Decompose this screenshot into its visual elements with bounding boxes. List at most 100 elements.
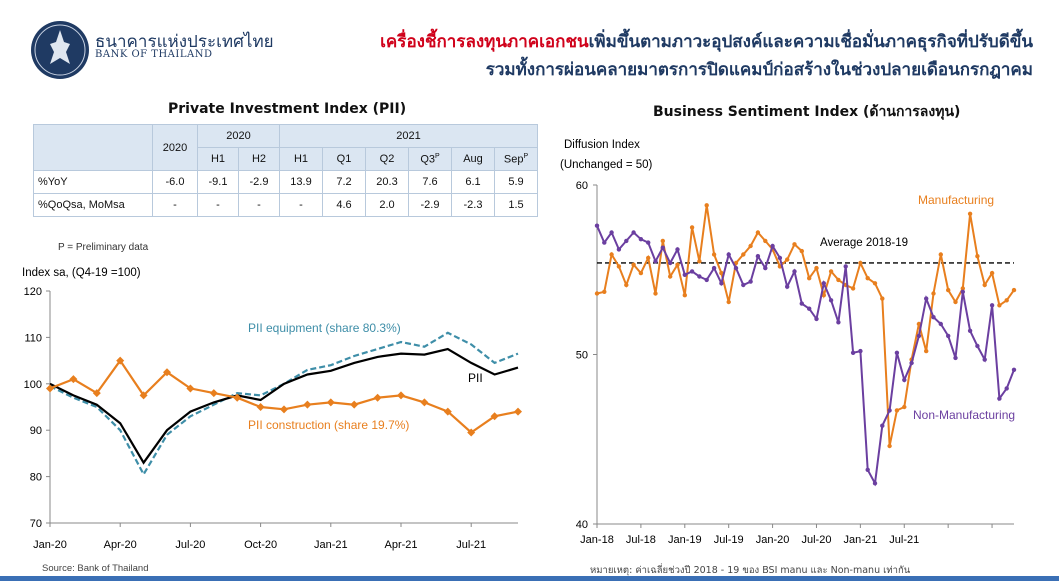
data-point [843, 264, 848, 269]
data-point [748, 279, 753, 284]
data-point [821, 293, 826, 298]
data-point [799, 248, 804, 254]
data-point [668, 260, 673, 266]
col-q3-label: Q3 [420, 153, 435, 166]
data-point [682, 293, 687, 298]
table-cell: - [197, 193, 239, 217]
data-point [989, 270, 995, 276]
data-point [653, 259, 658, 264]
data-point-marker [280, 405, 288, 414]
data-point [982, 282, 987, 288]
table-cell: 6.1 [451, 170, 495, 194]
data-point [872, 281, 878, 286]
prelim-mark-sep: P [523, 152, 529, 160]
data-point [638, 237, 644, 242]
data-point [1011, 287, 1017, 293]
data-point [624, 238, 629, 244]
data-point-marker [163, 368, 171, 377]
data-point [675, 247, 680, 252]
data-point [660, 238, 665, 244]
series-line-1 [596, 225, 1015, 487]
data-point [631, 262, 636, 267]
header-year-2020-full: 2020 [152, 124, 198, 171]
data-point [960, 286, 965, 291]
data-point [1004, 386, 1009, 391]
data-point [858, 260, 863, 266]
data-point-marker [397, 391, 405, 400]
data-point [997, 396, 1002, 401]
data-point-marker [490, 412, 499, 421]
table-cell: - [152, 193, 198, 217]
data-point [836, 277, 841, 283]
data-point [938, 252, 943, 257]
headline-line-2: รวมทั้งการผ่อนคลายมาตรการปิดแคมป์ก่อสร้า… [485, 60, 1033, 80]
data-point [953, 299, 958, 305]
col-q3-2021: Q3P [408, 147, 452, 171]
series-line-0 [596, 205, 1015, 447]
data-point [602, 240, 607, 245]
data-point [777, 255, 783, 261]
col-h2-2020: H2 [238, 147, 280, 171]
data-point [850, 350, 856, 355]
x-tick-label: Oct-20 [244, 539, 277, 551]
series-line-0 [49, 331, 519, 477]
data-point [960, 289, 965, 294]
data-point [975, 254, 980, 259]
y-tick-label: 70 [30, 518, 42, 530]
data-point [814, 265, 819, 271]
y-axis-label: Index sa, (Q4-19 =100) [22, 267, 141, 279]
col-sep-label: Sep [503, 153, 524, 166]
data-point [785, 257, 790, 262]
x-tick-label: Jan-20 [756, 534, 790, 546]
data-point [763, 238, 768, 244]
series-line-2 [49, 358, 519, 434]
col-aug-2021: Aug [451, 147, 495, 171]
data-point [719, 270, 724, 276]
col-sep-2021: SepP [494, 147, 538, 171]
data-point [902, 404, 907, 410]
series-label-0: PII equipment (share 80.3%) [248, 321, 401, 335]
data-point [836, 320, 841, 325]
data-point [675, 262, 680, 267]
data-point [646, 255, 651, 261]
data-point-marker [46, 384, 54, 393]
table-cell: -2.9 [238, 170, 280, 194]
series-label-1: Non-Manufacturing [913, 408, 1015, 422]
col-h1-2020: H1 [197, 147, 239, 171]
data-point [755, 254, 761, 259]
table-cell: 7.2 [322, 170, 366, 194]
data-point [924, 296, 929, 301]
data-point-marker [209, 389, 218, 398]
table-cell: - [279, 193, 323, 217]
x-tick-label: Jul-21 [456, 539, 486, 551]
data-point [682, 272, 687, 277]
data-point [872, 481, 878, 486]
data-point [924, 348, 929, 354]
data-point [850, 286, 856, 291]
data-point [843, 282, 848, 288]
bank-of-thailand-logo [31, 21, 89, 79]
table-cell: -2.3 [451, 193, 495, 217]
data-point [814, 316, 819, 322]
data-point [858, 348, 863, 354]
y-tick-label: 80 [30, 472, 42, 484]
data-point [828, 269, 834, 274]
table-cell: - [238, 193, 280, 217]
data-point [821, 281, 826, 286]
headline-highlight: เครื่องชี้การลงทุนภาคเอกชน [380, 32, 589, 52]
header-year-2021: 2021 [279, 124, 538, 148]
data-point [865, 276, 870, 281]
series-label-2: PII construction (share 19.7%) [248, 418, 409, 432]
data-point [916, 321, 922, 327]
data-point [880, 296, 885, 301]
data-point [624, 282, 629, 288]
data-point [594, 223, 600, 228]
data-point [697, 259, 702, 264]
data-point-marker [350, 400, 359, 409]
table-cell: 5.9 [494, 170, 538, 194]
header-year-2020: 2020 [197, 124, 280, 148]
data-point-marker [139, 391, 148, 400]
data-point [689, 225, 695, 230]
bottom-bar [0, 576, 1059, 581]
data-point [982, 357, 987, 362]
